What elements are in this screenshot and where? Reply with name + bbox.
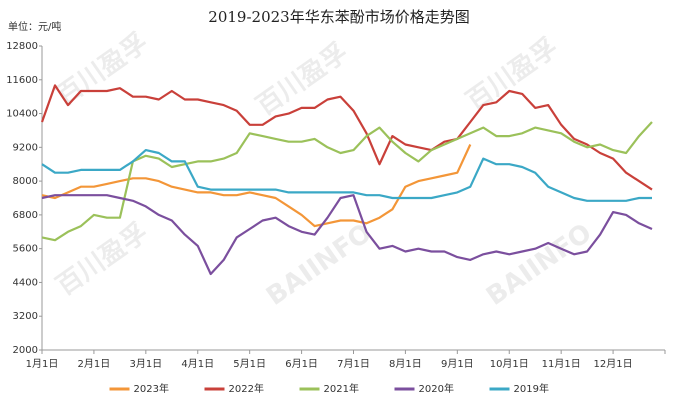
x-tick-label: 10月1日 <box>490 358 529 370</box>
legend-label: 2020年 <box>419 382 454 395</box>
x-tick-label: 2月1日 <box>78 358 111 370</box>
y-tick-label: 4400 <box>13 277 38 288</box>
y-tick-label: 9200 <box>13 142 38 153</box>
y-tick-label: 8000 <box>13 176 38 187</box>
x-tick-label: 5月1日 <box>233 358 266 370</box>
watermark: 百川盈孚 <box>51 218 153 302</box>
watermark: BAIINFO <box>481 218 597 312</box>
y-tick-label: 3200 <box>13 311 38 322</box>
x-tick-label: 11月1日 <box>542 358 581 370</box>
series-line <box>41 149 652 202</box>
y-tick-label: 2000 <box>13 345 38 356</box>
y-unit: 单位：元/吨 <box>8 20 61 33</box>
chart-title: 2019-2023年华东苯酚市场价格走势图 <box>208 8 469 26</box>
y-tick-label: 5600 <box>13 244 38 255</box>
y-tick-label: 12800 <box>6 41 38 52</box>
watermark: 百川盈孚 <box>251 38 353 122</box>
watermark: BAIINFO <box>261 218 377 312</box>
watermark: 百川盈孚 <box>51 28 153 112</box>
y-tick-label: 10400 <box>6 109 38 120</box>
x-tick-label: 9月1日 <box>441 358 474 370</box>
x-tick-label: 8月1日 <box>389 358 422 370</box>
series-line <box>41 194 653 276</box>
legend-label: 2021年 <box>324 382 359 395</box>
series-line <box>40 84 653 191</box>
x-tick-label: 1月1日 <box>26 358 59 370</box>
y-tick-label: 6800 <box>13 210 38 221</box>
x-tick-label: 6月1日 <box>285 358 318 370</box>
watermarks: 百川盈孚 百川盈孚 百川盈孚 百川盈孚 BAIINFO BAIINFO <box>51 28 597 312</box>
x-tick-label: 7月1日 <box>337 358 370 370</box>
series-line <box>41 121 653 242</box>
x-tick-label: 3月1日 <box>129 358 162 370</box>
legend-label: 2022年 <box>229 382 264 395</box>
series-line <box>41 144 472 228</box>
legend-label: 2023年 <box>134 382 169 395</box>
legend-label: 2019年 <box>514 382 549 395</box>
y-tick-label: 11600 <box>6 75 38 86</box>
x-tick-label: 12月1日 <box>594 358 633 370</box>
x-tick-label: 4月1日 <box>181 358 214 370</box>
